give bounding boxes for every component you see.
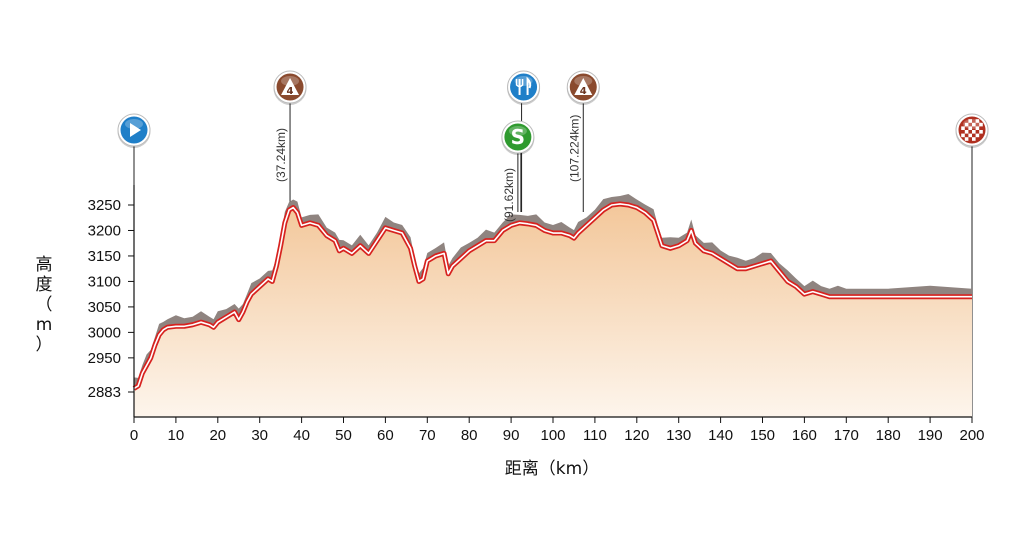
y-tick-label: 3100 [88, 273, 121, 290]
y-tick-label: 3150 [88, 248, 121, 265]
x-tick-label: 170 [834, 427, 859, 444]
checker-cell [972, 137, 976, 141]
checker-cell [968, 133, 972, 138]
start-icon [117, 113, 151, 148]
checker-cell [964, 122, 969, 127]
x-tick-label: 130 [666, 427, 691, 444]
axes: 0 10 20 30 40 50 60 70 80 90 100 110 120 130 140 150 160… [88, 185, 985, 444]
y-tick-label: 3250 [88, 197, 121, 214]
road-line-inner [133, 203, 972, 390]
x-tick-label: 70 [419, 427, 436, 444]
fork-tines [515, 79, 524, 88]
sprint-icon-disc [504, 123, 532, 151]
checker-cell [964, 130, 969, 134]
checker-cell [979, 122, 983, 127]
checker-cell [968, 126, 972, 130]
checker-cell [961, 133, 965, 138]
x-tick-label: 120 [624, 427, 649, 444]
sprint-letter: S [511, 125, 525, 149]
x-tick-label: 30 [251, 427, 268, 444]
mountain-glyph [281, 78, 300, 95]
x-tick-label: 0 [130, 427, 138, 444]
x-axis-title: 距离（km） [505, 459, 599, 479]
y-axis-title: 高度（ m） [36, 255, 53, 355]
x-tick-label: 190 [918, 427, 943, 444]
y-axis-title-char: 度 [36, 275, 53, 295]
checker-cell [968, 119, 972, 123]
x-tick-label: 50 [335, 427, 352, 444]
icon-gloss [508, 126, 527, 136]
checker-cell [964, 137, 969, 141]
mountain-glyph [574, 78, 593, 95]
mountain-cat4-icon: 4 [273, 70, 307, 105]
marker-km-label: (107.224km) [567, 115, 581, 182]
y-tick-label: 2950 [88, 350, 121, 367]
x-tick-label: 100 [540, 427, 565, 444]
x-tick-label: 150 [750, 427, 775, 444]
climb-category: 4 [580, 86, 587, 97]
terrain-fill [134, 203, 972, 417]
marker-km-label: (37.24km) [274, 128, 288, 182]
feed-zone-icon [507, 70, 541, 105]
x-tick-label: 160 [792, 427, 817, 444]
elevation-area [132, 194, 972, 417]
finish-flag-icon [955, 113, 989, 148]
mountain-cat4-icon: 4 [566, 70, 600, 105]
y-axis-title-char: m [36, 315, 53, 335]
x-tick-label: 140 [708, 427, 733, 444]
x-tick-label: 40 [293, 427, 310, 444]
x-tick-label: 90 [503, 427, 520, 444]
x-tick-label: 180 [876, 427, 901, 444]
checker-cell [972, 122, 976, 127]
x-tick-label: 200 [959, 427, 984, 444]
x-tick-label: 10 [168, 427, 185, 444]
marker-icons: 4 S 4 [117, 70, 989, 155]
y-axis-title-char: （ [36, 295, 53, 315]
marker-labels: (37.24km) (91.62km) (107.224km) [274, 115, 581, 222]
y-tick-label: 3000 [88, 324, 121, 341]
y-axis-title-char: 高 [36, 255, 53, 275]
y-tick-label: 3200 [88, 222, 121, 239]
sprint-icon: S [501, 120, 535, 155]
x-tick-label: 80 [461, 427, 478, 444]
checker-cell [961, 126, 965, 130]
checker-cell [979, 130, 983, 134]
y-axis-title-char: ） [36, 335, 53, 355]
checker-cell [975, 119, 980, 123]
y-tick-label: 3050 [88, 299, 121, 316]
icon-gloss [125, 119, 143, 129]
x-tick-label: 60 [377, 427, 394, 444]
marker-km-label: (91.62km) [502, 168, 516, 222]
checker-cell [975, 126, 980, 130]
checker-cell [972, 130, 976, 134]
y-tick-label: 2883 [88, 384, 121, 401]
checker-cell [975, 133, 980, 138]
x-tick-label: 20 [209, 427, 226, 444]
knife-glyph [526, 76, 532, 95]
x-tick-label: 110 [583, 427, 607, 444]
climb-category: 4 [287, 86, 294, 97]
play-glyph [130, 123, 141, 137]
terrain-shadow [134, 194, 972, 389]
